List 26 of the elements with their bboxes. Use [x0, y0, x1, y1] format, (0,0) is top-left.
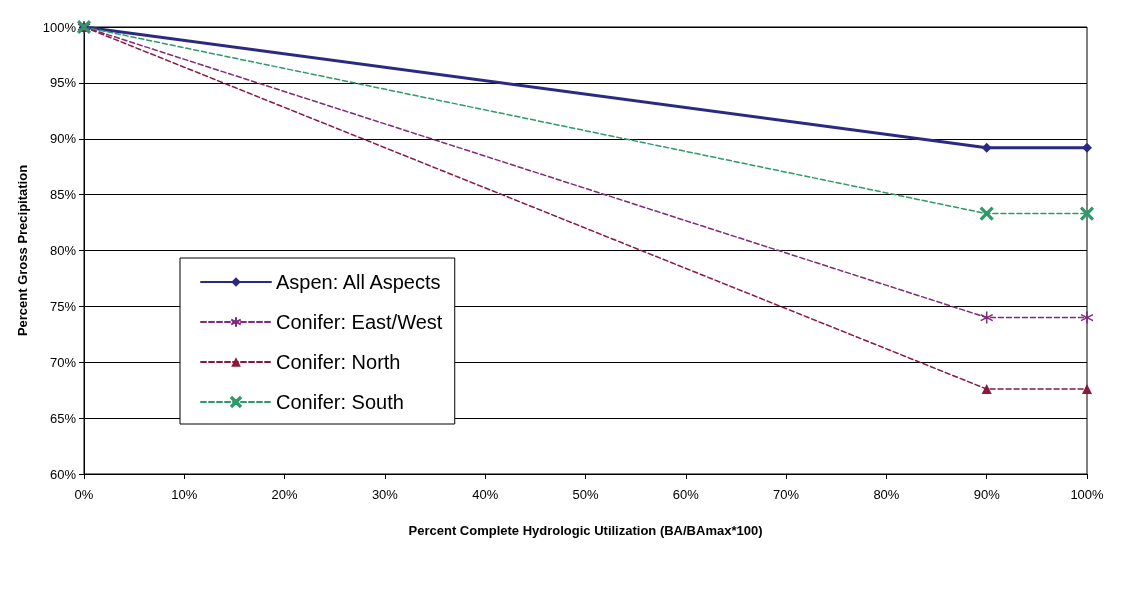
x-tick-label: 50%: [572, 487, 599, 502]
y-tick-label: 75%: [49, 298, 77, 314]
y-tick-label: 90%: [49, 131, 77, 147]
x-tick-label: 30%: [371, 487, 399, 502]
x-tick-label: 80%: [873, 487, 900, 502]
y-tick-label: 65%: [49, 410, 77, 426]
x-tick-label: 90%: [973, 487, 1001, 502]
legend-label: Conifer: South: [276, 391, 404, 413]
x-tick-label: 70%: [773, 487, 800, 502]
y-axis-title: Percent Gross Precipitation: [15, 164, 30, 337]
y-tick-label: 70%: [49, 354, 77, 370]
y-tick-label: 60%: [49, 466, 77, 482]
x-tick-label: 20%: [271, 487, 299, 502]
x-tick-label: 40%: [472, 487, 499, 502]
x-tick-label: 60%: [672, 487, 700, 502]
y-tick-label: 95%: [49, 75, 77, 91]
legend-label: Conifer: East/West: [276, 311, 443, 333]
legend-label: Aspen: All Aspects: [276, 271, 441, 293]
y-tick-label: 80%: [49, 243, 77, 258]
x-tick-label: 100%: [1070, 487, 1105, 502]
legend-label: Conifer: North: [276, 351, 401, 373]
x-tick-label: 10%: [171, 487, 198, 502]
y-tick-label: 85%: [49, 187, 77, 203]
y-tick-label: 100%: [42, 19, 77, 35]
x-axis-title: Percent Complete Hydrologic Utilization (BA/BAmax*100): [408, 523, 763, 538]
x-tick-label: 0%: [74, 487, 94, 502]
